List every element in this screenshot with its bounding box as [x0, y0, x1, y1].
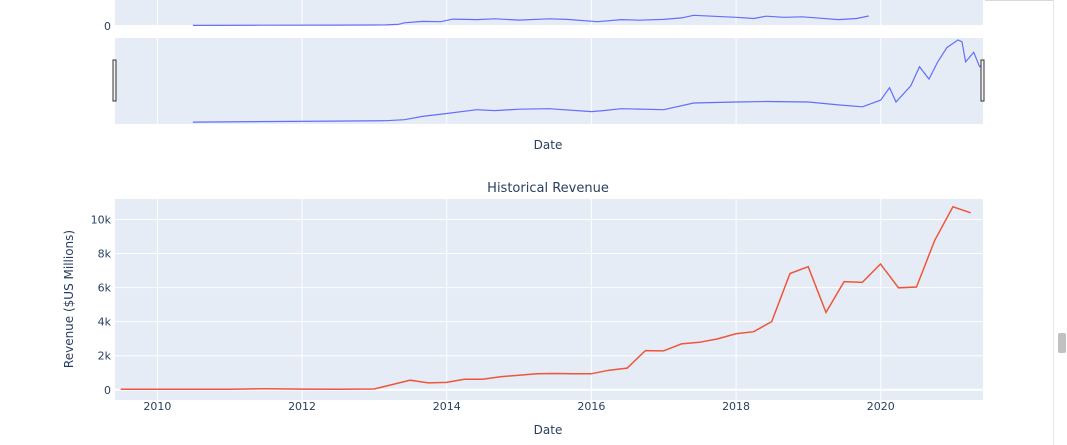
range-slider-x-axis-title: Date — [534, 138, 563, 152]
revenue-chart-title: Historical Revenue — [487, 181, 609, 196]
revenue-x-tick-label: 2020 — [867, 400, 895, 413]
revenue-panel: Historical Revenue 0 2k 4k 6k 8k 10k 2010 2012 2… — [62, 181, 983, 437]
revenue-y-tick-label: 10k — [91, 213, 112, 226]
revenue-x-tick-label: 2016 — [577, 400, 605, 413]
stock-y-tick-label: 0 — [104, 20, 111, 33]
revenue-x-tick-label: 2012 — [288, 400, 316, 413]
revenue-x-tick-label: 2014 — [433, 400, 461, 413]
stock-price-line — [192, 14, 869, 26]
window-edge — [985, 0, 1053, 1]
revenue-y-tick-label: 2k — [98, 350, 112, 363]
revenue-y-axis-title: Revenue ($US Millions) — [62, 230, 76, 368]
stock-plot-area — [115, 0, 983, 26]
revenue-y-tick-label: 4k — [98, 316, 112, 329]
revenue-y-tick-label: 6k — [98, 282, 112, 295]
revenue-y-tick-label: 0 — [104, 384, 111, 397]
range-slider-left-handle[interactable] — [112, 59, 117, 102]
range-slider-price-line — [192, 39, 984, 123]
range-slider-area — [115, 38, 983, 124]
revenue-line — [120, 205, 971, 391]
revenue-x-tick-label: 2018 — [722, 400, 750, 413]
revenue-x-tick-label: 2010 — [143, 400, 171, 413]
range-slider-right-handle[interactable] — [980, 59, 985, 102]
page-scrollbar[interactable] — [1053, 0, 1067, 445]
revenue-y-tick-label: 8k — [98, 248, 112, 261]
range-slider-panel[interactable]: Date — [112, 38, 985, 152]
revenue-x-axis-title: Date — [534, 423, 563, 437]
scrollbar-thumb[interactable] — [1058, 333, 1066, 353]
stock-panel: 0 — [104, 0, 983, 33]
revenue-plot-area — [115, 199, 983, 400]
